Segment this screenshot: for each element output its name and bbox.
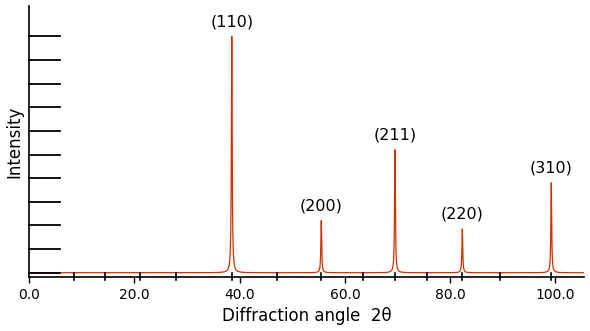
Text: (200): (200): [300, 199, 343, 213]
Text: (220): (220): [441, 207, 484, 222]
Text: (310): (310): [530, 161, 573, 176]
X-axis label: Diffraction angle  2θ: Diffraction angle 2θ: [222, 307, 392, 325]
Text: (110): (110): [210, 14, 253, 29]
Text: (211): (211): [373, 128, 417, 143]
Y-axis label: Intensity: Intensity: [5, 105, 24, 178]
